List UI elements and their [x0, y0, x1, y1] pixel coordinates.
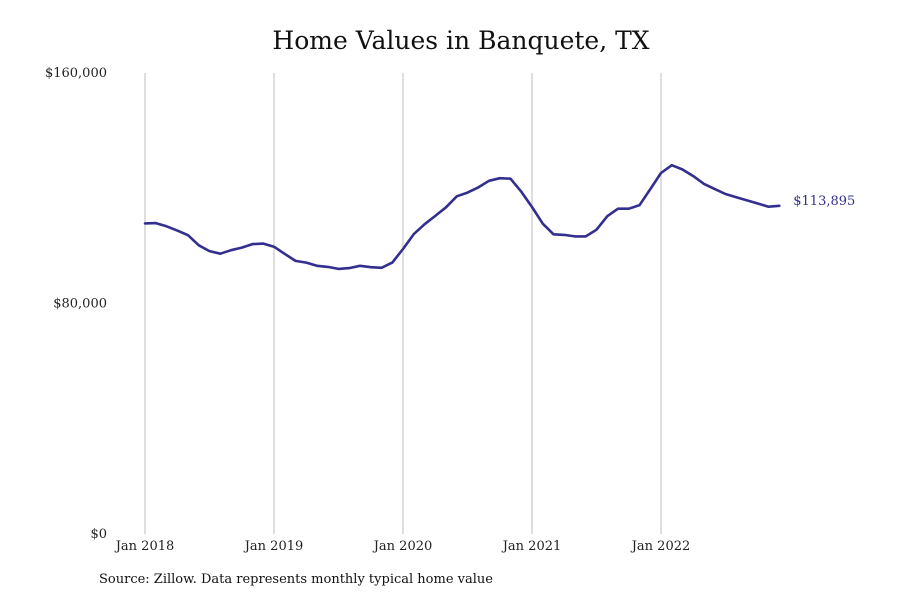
chart-title: Home Values in Banquete, TX — [272, 26, 650, 55]
x-tick-label: Jan 2021 — [501, 539, 562, 554]
series-line-home-value — [143, 163, 781, 271]
y-tick-label: $0 — [90, 527, 107, 542]
series-layer — [143, 163, 781, 271]
y-tick-label: $160,000 — [45, 66, 107, 81]
grid-lines — [144, 73, 662, 534]
x-tick-label: Jan 2019 — [243, 539, 304, 554]
source-note: Source: Zillow. Data represents monthly … — [99, 572, 493, 587]
x-axis-tick-labels: Jan 2018 Jan 2019 Jan 2020 Jan 2021 Jan 2022 — [114, 539, 691, 554]
y-tick-label: $80,000 — [53, 297, 107, 312]
end-label-layer: $113,895 — [793, 194, 855, 209]
x-tick-label: Jan 2022 — [630, 539, 691, 554]
y-axis-tick-labels: $0 $80,000 $160,000 — [45, 66, 107, 542]
x-tick-label: Jan 2020 — [372, 539, 433, 554]
end-value-label: $113,895 — [793, 194, 855, 209]
x-tick-label: Jan 2018 — [114, 539, 175, 554]
